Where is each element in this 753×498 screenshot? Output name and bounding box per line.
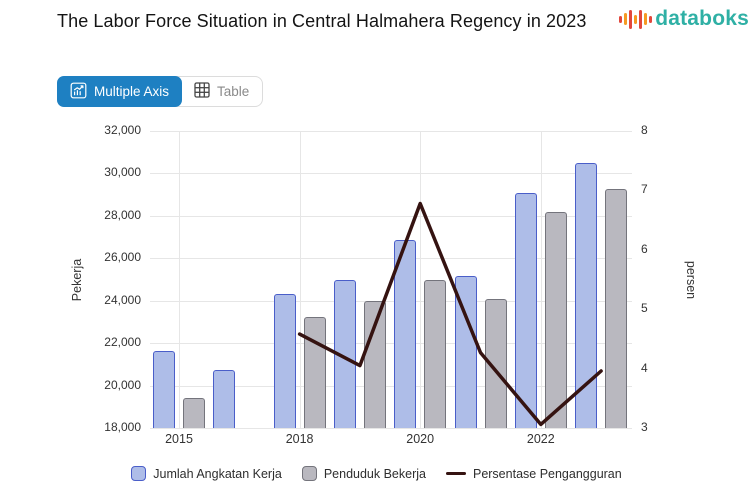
- multiple-axis-button[interactable]: Multiple Axis: [57, 76, 183, 107]
- left-axis-tick: 32,000: [104, 123, 141, 137]
- databoks-logo-icon: [619, 7, 653, 31]
- right-axis-tick: 7: [641, 182, 648, 197]
- left-axis-tick: 26,000: [104, 250, 141, 265]
- chart-legend: Jumlah Angkatan Kerja Penduduk Bekerja P…: [0, 466, 753, 481]
- x-axis-tick: 2020: [406, 432, 435, 446]
- right-axis-tick: 8: [641, 123, 648, 137]
- right-axis-title: persen: [684, 260, 698, 299]
- bar-jumlah-angkatan-kerja-2021[interactable]: [454, 276, 477, 428]
- plot-area: Pekerja persen 18,000 20,000 22,000 24,000 2…: [70, 123, 698, 446]
- right-axis-tick: 6: [641, 241, 648, 256]
- gridline-horizontal: [150, 428, 632, 429]
- left-axis-tick: 18,000: [104, 420, 141, 434]
- gridline-vertical: [179, 131, 180, 428]
- legend-label: Jumlah Angkatan Kerja: [153, 466, 282, 481]
- bar-penduduk-bekerja-2015[interactable]: [183, 398, 205, 428]
- databoks-logo: databoks: [619, 7, 749, 31]
- left-axis-tick: 22,000: [104, 335, 141, 350]
- gridline-vertical: [420, 131, 422, 428]
- bar-jumlah-angkatan-kerja-2018[interactable]: [273, 294, 296, 428]
- gridline-horizontal: [150, 258, 632, 260]
- bar-jumlah-angkatan-kerja-2023[interactable]: [575, 162, 598, 428]
- left-axis-tick: 20,000: [104, 377, 141, 392]
- legend-label: Penduduk Bekerja: [323, 466, 426, 481]
- bar-jumlah-angkatan-kerja-2015[interactable]: [153, 350, 175, 428]
- gridline-horizontal: [150, 300, 632, 302]
- brand-name: databoks: [655, 7, 749, 30]
- table-icon: [194, 82, 210, 101]
- left-axis-tick: 28,000: [104, 207, 141, 222]
- gridline-horizontal: [150, 343, 632, 345]
- gridline-vertical: [540, 131, 542, 428]
- right-axis-tick: 3: [641, 420, 648, 434]
- left-axis-tick: 24,000: [104, 292, 141, 307]
- gridline-horizontal: [150, 173, 632, 175]
- view-toggle-group: Multiple Axis Table: [57, 76, 264, 107]
- gridline-vertical: [299, 131, 301, 428]
- legend-item-angkatan-kerja[interactable]: Jumlah Angkatan Kerja: [131, 466, 282, 481]
- gridline-horizontal: [150, 215, 632, 217]
- left-axis-tick: 30,000: [104, 165, 141, 180]
- bar-penduduk-bekerja-2022[interactable]: [544, 211, 567, 428]
- multiple-axis-icon: [70, 82, 87, 102]
- x-axis-tick: 2015: [165, 432, 193, 446]
- bar-jumlah-angkatan-kerja-2022[interactable]: [514, 192, 537, 428]
- bar-jumlah-angkatan-kerja-2017[interactable]: [213, 369, 236, 428]
- bar-penduduk-bekerja-2019[interactable]: [363, 300, 386, 428]
- bar-penduduk-bekerja-2020[interactable]: [424, 279, 447, 428]
- legend-swatch-blue: [131, 466, 147, 481]
- left-axis-title: Pekerja: [70, 258, 84, 301]
- right-axis-tick: 4: [641, 360, 648, 375]
- bar-penduduk-bekerja-2021[interactable]: [484, 298, 507, 428]
- legend-item-pengangguran[interactable]: Persentase Pengangguran: [445, 466, 622, 481]
- unemployment-line[interactable]: [150, 131, 632, 428]
- table-button[interactable]: Table: [181, 77, 262, 106]
- legend-swatch-gray: [301, 466, 317, 481]
- legend-label: Persentase Pengangguran: [472, 466, 622, 481]
- legend-item-penduduk-bekerja[interactable]: Penduduk Bekerja: [301, 466, 426, 481]
- right-axis-tick: 5: [641, 301, 648, 316]
- bar-penduduk-bekerja-2023[interactable]: [605, 189, 628, 428]
- multiple-axis-label: Multiple Axis: [94, 84, 170, 99]
- legend-swatch-line: [445, 471, 466, 476]
- x-axis-tick: 2022: [526, 432, 555, 446]
- page-title: The Labor Force Situation in Central Hal…: [57, 11, 587, 31]
- table-label: Table: [217, 84, 250, 99]
- gridline-horizontal: [150, 385, 632, 387]
- gridline-horizontal: [150, 131, 632, 132]
- x-axis-tick: 2018: [285, 432, 314, 446]
